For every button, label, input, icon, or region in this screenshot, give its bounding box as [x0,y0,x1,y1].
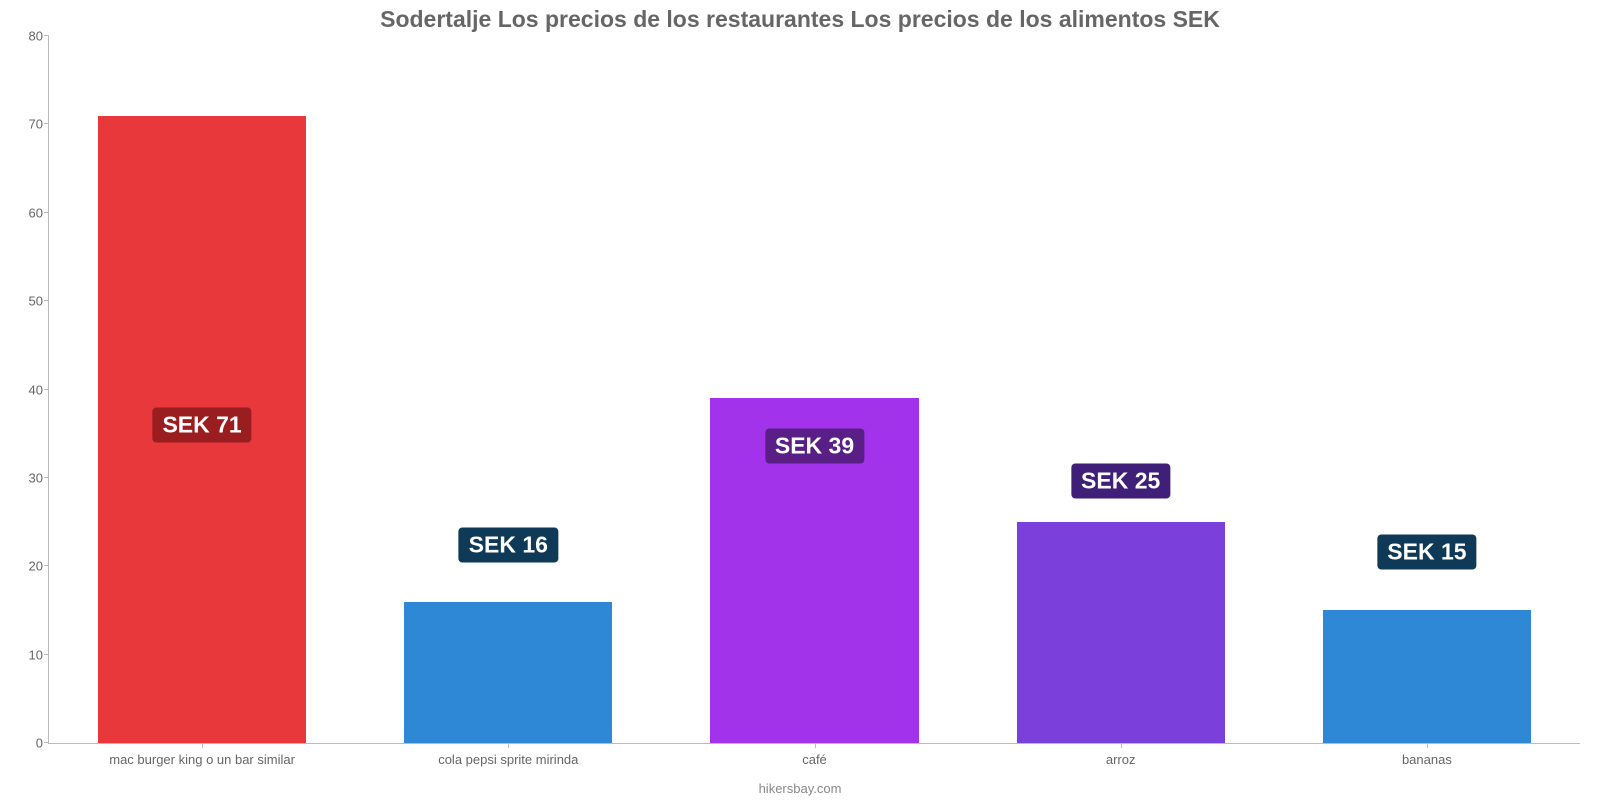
y-tick-label: 40 [9,382,43,397]
y-tick-label: 80 [9,29,43,44]
y-tick-mark [44,477,49,478]
y-tick-mark [44,565,49,566]
y-tick-label: 50 [9,294,43,309]
y-tick-label: 70 [9,117,43,132]
y-tick-label: 10 [9,647,43,662]
bar-value-label: SEK 15 [1377,535,1476,570]
x-tick-mark [202,743,203,748]
x-category-label: mac burger king o un bar similar [109,752,295,767]
x-category-label: café [802,752,827,767]
y-tick-label: 30 [9,470,43,485]
y-tick-label: 0 [9,736,43,751]
plot-region: 01020304050607080SEK 71mac burger king o… [48,36,1580,744]
x-category-label: bananas [1402,752,1452,767]
x-tick-mark [815,743,816,748]
bar-value-label: SEK 16 [459,528,558,563]
y-tick-mark [44,742,49,743]
bar-value-label: SEK 39 [765,429,864,464]
y-tick-mark [44,300,49,301]
bar [404,602,612,743]
y-tick-mark [44,212,49,213]
bar-value-label: SEK 25 [1071,464,1170,499]
y-tick-label: 60 [9,205,43,220]
bar [1017,522,1225,743]
y-tick-label: 20 [9,559,43,574]
bar-value-label: SEK 71 [152,407,251,442]
x-tick-mark [1427,743,1428,748]
x-category-label: cola pepsi sprite mirinda [438,752,578,767]
y-tick-mark [44,389,49,390]
x-category-label: arroz [1106,752,1136,767]
y-tick-mark [44,654,49,655]
y-tick-mark [44,35,49,36]
bar [1323,610,1531,743]
x-tick-mark [508,743,509,748]
x-tick-mark [1121,743,1122,748]
credit-text: hikersbay.com [0,781,1600,796]
chart-title: Sodertalje Los precios de los restaurant… [0,0,1600,33]
chart-area: 01020304050607080SEK 71mac burger king o… [48,36,1580,744]
y-tick-mark [44,123,49,124]
